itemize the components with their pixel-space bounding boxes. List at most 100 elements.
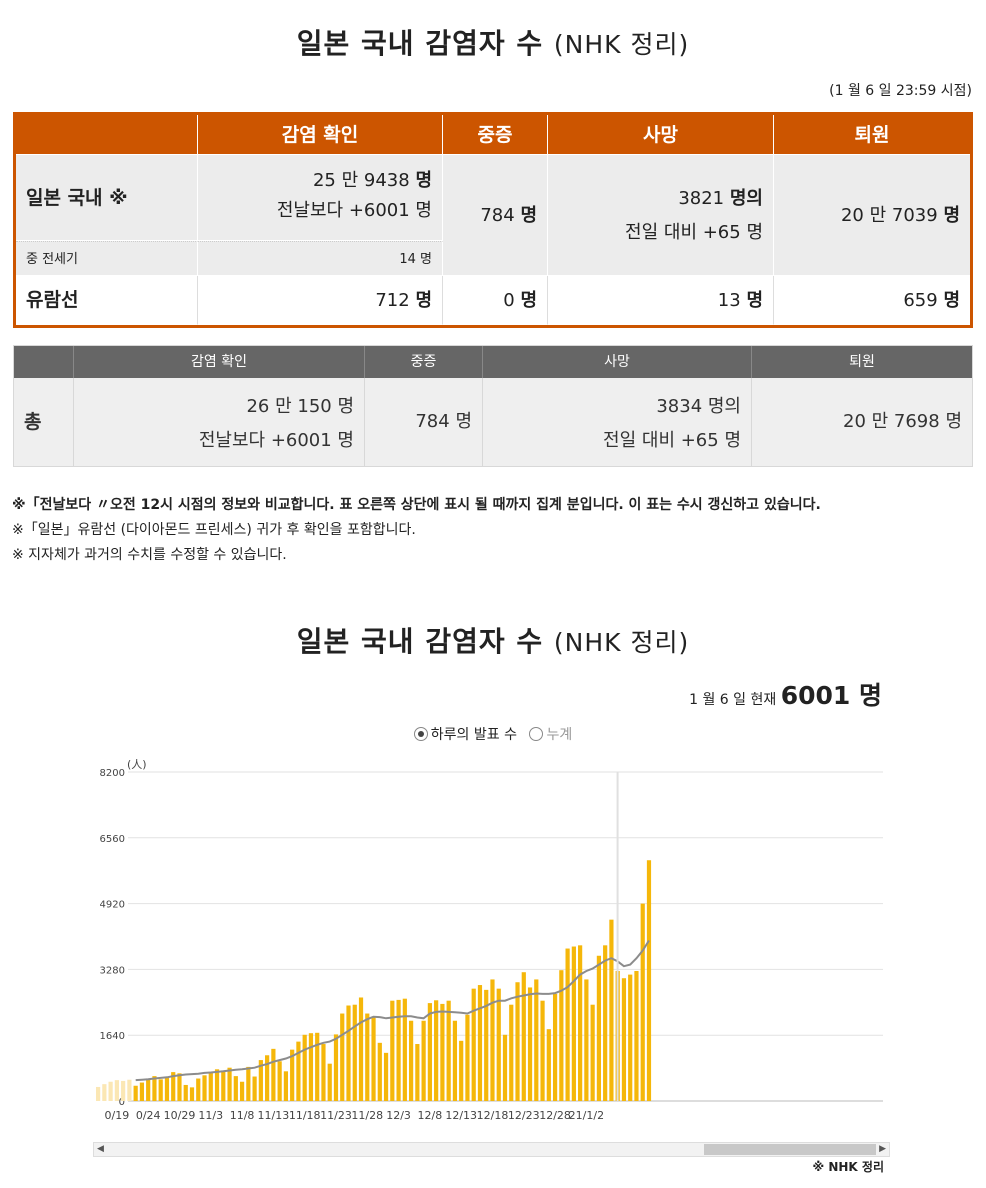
cruise-discharged: 659 명 <box>774 276 970 325</box>
charter-value: 14 명 <box>198 241 443 276</box>
bar <box>377 1042 382 1101</box>
gray-header-severe: 중증 <box>365 346 483 378</box>
x-tick-label: 11/8 <box>230 1109 255 1122</box>
bar <box>590 1004 595 1101</box>
bar <box>546 1029 551 1101</box>
bar <box>371 1017 376 1101</box>
bar <box>415 1044 420 1101</box>
deaths-unit: 명의 <box>729 188 763 209</box>
severe-unit: 명 <box>520 205 537 226</box>
bar <box>565 948 570 1101</box>
radio-daily-label: 하루의 발표 수 <box>430 727 517 743</box>
chart-title-main: 일본 국내 감염자 수 <box>296 625 544 658</box>
bar <box>277 1061 282 1101</box>
bar <box>446 1000 451 1101</box>
cruise-discharged-value: 659 <box>903 290 938 311</box>
cruise-unit: 명 <box>943 290 960 311</box>
bar <box>133 1085 138 1101</box>
bar <box>540 1000 545 1101</box>
cruise-unit: 명 <box>415 290 432 311</box>
domestic-summary-table: 감염 확인 중증 사망 퇴원 일본 국내 ※ 25 만 9438 명 전날보다 … <box>13 112 973 328</box>
total-deaths-diff: 전일 대비 +65 명 <box>603 430 741 451</box>
bar <box>358 997 364 1101</box>
bar <box>296 1041 301 1101</box>
bar <box>434 1000 439 1101</box>
bar <box>152 1076 157 1101</box>
bar <box>302 1034 307 1101</box>
scroll-thumb[interactable] <box>704 1144 876 1155</box>
bar <box>646 860 652 1101</box>
bar <box>164 1076 170 1101</box>
bar <box>559 970 564 1101</box>
bar-faded <box>96 1086 101 1101</box>
domestic-severe: 784 명 <box>443 155 548 276</box>
bar <box>509 1004 514 1101</box>
header-infected: 감염 확인 <box>198 115 443 155</box>
bar <box>490 979 495 1101</box>
bar-faded <box>114 1080 119 1101</box>
gray-header-empty <box>14 346 74 378</box>
page-title: 일본 국내 감염자 수 (NHK 정리) <box>0 22 986 62</box>
radio-cumulative[interactable]: 누계 <box>529 724 572 744</box>
bar <box>465 1014 470 1101</box>
x-tick-label: 10/29 <box>164 1109 196 1122</box>
bar <box>146 1079 151 1101</box>
chart-scrollbar[interactable]: ◀ ▶ <box>93 1142 890 1157</box>
bar <box>158 1079 163 1101</box>
x-tick-label: 0/24 <box>136 1109 161 1122</box>
bar <box>290 1049 295 1101</box>
title-sub: (NHK 정리) <box>553 30 690 59</box>
bar <box>534 979 539 1101</box>
bar <box>383 1052 389 1101</box>
row-label-charter: 중 전세기 <box>16 241 198 276</box>
x-tick-label: 11/23 <box>320 1109 352 1122</box>
x-tick-label: 11/13 <box>258 1109 290 1122</box>
bar <box>634 971 639 1101</box>
bar-faded <box>102 1084 107 1101</box>
total-deaths: 3834 명의 전일 대비 +65 명 <box>483 378 752 466</box>
row-label-domestic: 일본 국내 ※ <box>16 155 198 241</box>
y-tick-label: 8200 <box>100 768 125 779</box>
x-tick-label: 21/1/2 <box>569 1109 604 1122</box>
bar <box>139 1082 145 1101</box>
infected-diff: 전날보다 +6001 명 <box>276 200 432 221</box>
bar <box>315 1032 320 1101</box>
today-label: 1 월 6 일 현재 <box>689 692 777 708</box>
bar <box>252 1076 257 1101</box>
discharged-value: 20 만 7039 <box>840 205 938 226</box>
chart-credit: ※ NHK 정리 <box>812 1160 885 1174</box>
header-empty <box>16 115 198 155</box>
bar <box>502 1034 508 1101</box>
bar <box>496 988 501 1101</box>
bar <box>628 974 633 1101</box>
bar-faded <box>121 1080 126 1101</box>
bar <box>271 1048 276 1101</box>
bar <box>521 972 526 1101</box>
bar <box>346 1005 351 1101</box>
total-severe: 784 명 <box>365 378 483 466</box>
bar <box>409 1020 414 1101</box>
x-tick-label: 12/18 <box>477 1109 509 1122</box>
bar <box>246 1066 251 1101</box>
y-tick-label: 0 <box>119 1097 125 1108</box>
average-line <box>135 939 650 1082</box>
bar <box>640 903 645 1101</box>
bar <box>621 978 627 1101</box>
infected-value: 25 만 9438 <box>312 170 410 191</box>
bar <box>183 1084 188 1101</box>
infected-unit: 명 <box>415 170 432 191</box>
bar <box>584 979 589 1101</box>
bar <box>452 1020 458 1101</box>
as-of-timestamp: (1 월 6 일 23:59 시점) <box>829 83 972 99</box>
radio-daily[interactable]: 하루의 발표 수 <box>413 724 517 744</box>
bar <box>471 988 476 1101</box>
bar <box>527 987 533 1101</box>
x-tick-label: 11/3 <box>198 1109 223 1122</box>
gray-header-infected: 감염 확인 <box>74 346 365 378</box>
x-tick-label: 12/3 <box>386 1109 411 1122</box>
scroll-left-icon[interactable]: ◀ <box>97 1144 104 1154</box>
scroll-right-icon[interactable]: ▶ <box>879 1144 886 1154</box>
bar <box>402 998 407 1101</box>
row-label-cruise: 유람선 <box>16 276 198 325</box>
